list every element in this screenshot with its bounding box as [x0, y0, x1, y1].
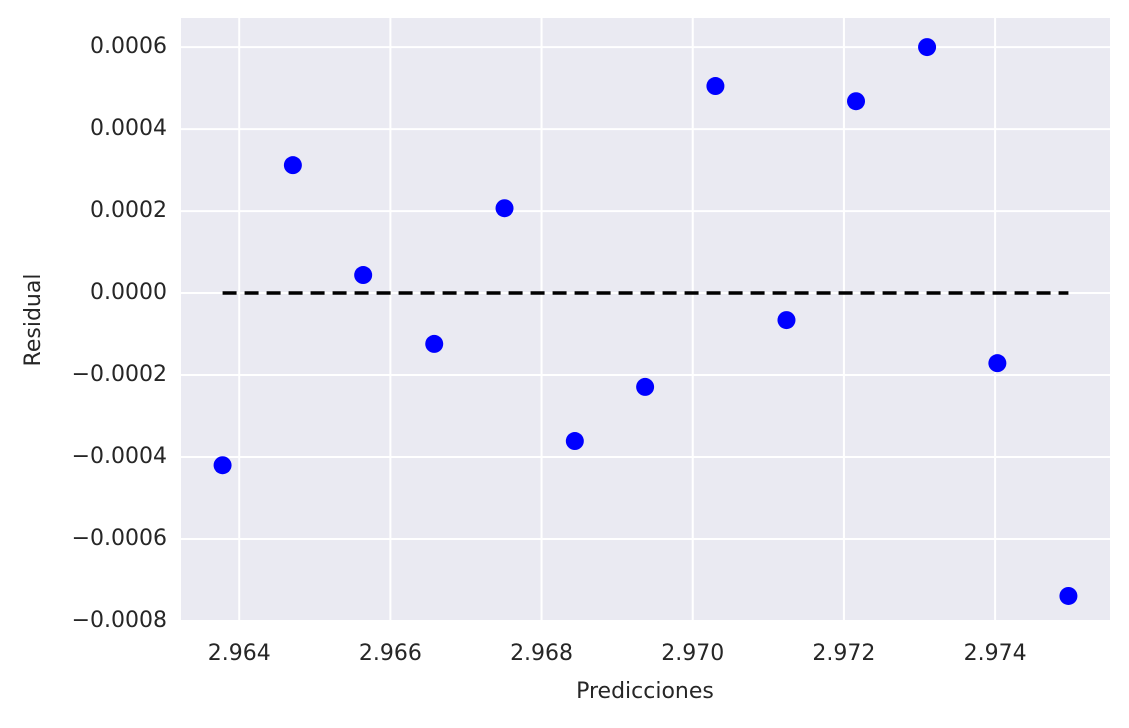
- y-tick-label: 0.0002: [90, 198, 167, 223]
- point: [213, 456, 232, 475]
- x-axis-label: Predicciones: [576, 679, 714, 704]
- x-tick-label: 2.968: [510, 641, 573, 666]
- point: [918, 38, 937, 57]
- point: [495, 199, 514, 218]
- x-tick-label: 2.966: [359, 641, 422, 666]
- y-axis-label: Residual: [21, 274, 46, 367]
- point: [636, 377, 655, 396]
- point: [283, 156, 302, 175]
- y-tick-label: −0.0004: [72, 444, 167, 469]
- point: [565, 432, 584, 451]
- point: [847, 92, 866, 111]
- x-tick-label: 2.972: [812, 641, 875, 666]
- point: [706, 77, 725, 96]
- y-tick-label: 0.0000: [90, 280, 167, 305]
- point: [425, 334, 444, 353]
- point: [354, 266, 373, 285]
- x-tick-label: 2.974: [964, 641, 1027, 666]
- y-tick-label: −0.0002: [72, 362, 167, 387]
- point: [988, 354, 1007, 373]
- y-tick-label: 0.0004: [90, 116, 167, 141]
- y-tick-label: −0.0006: [72, 526, 167, 551]
- x-tick-label: 2.964: [208, 641, 271, 666]
- point: [1059, 586, 1078, 605]
- plot-area: [181, 18, 1110, 621]
- y-tick-label: 0.0006: [90, 34, 167, 59]
- point: [777, 311, 796, 330]
- x-tick-label: 2.970: [661, 641, 724, 666]
- y-tick-label: −0.0008: [72, 608, 167, 633]
